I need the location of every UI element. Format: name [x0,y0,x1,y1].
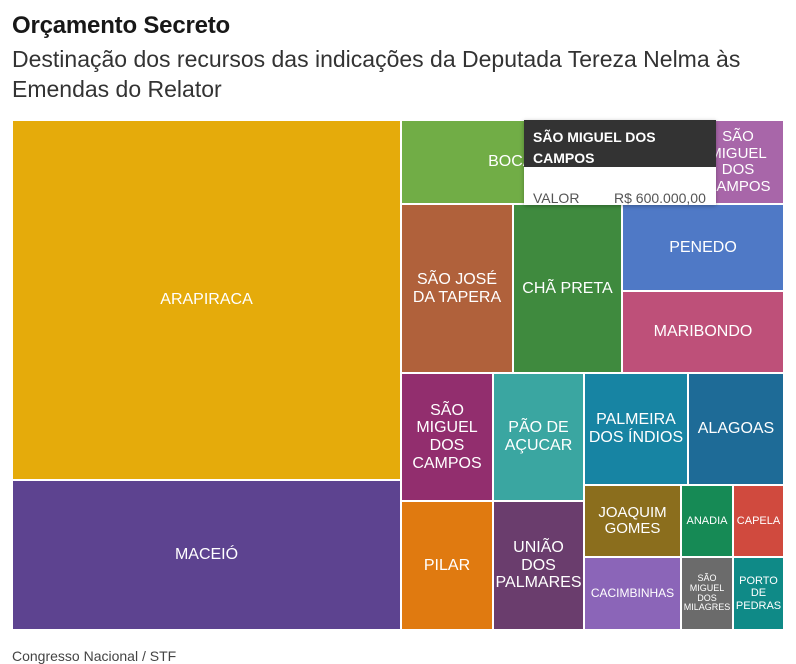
tile-label: CHÃ PRETA [522,279,613,297]
tile-capela[interactable]: CAPELA [733,485,784,557]
tile-sao-miguel-dos-campos[interactable]: SÃO MIGUEL DOS CAMPOS [401,373,493,501]
tile-label: SÃO MIGUEL DOS CAMPOS [412,401,482,472]
tile-label: SÃO MIGUEL DOS CAMPOS [705,128,771,195]
tooltip-field-value: R$ 600.000,00 [614,190,706,205]
tile-cha-preta[interactable]: CHÃ PRETA [513,204,622,373]
tile-label: ANADIA [686,514,728,527]
tile-label: PALMEIRA DOS ÍNDIOS [588,411,684,446]
tile-alagoas[interactable]: ALAGOAS [688,373,784,485]
tile-label: PÃO DE AÇUCAR [504,419,573,454]
tile-label: SÃO JOSÉ DA TAPERA [412,270,502,306]
tile-pao-de-acucar[interactable]: PÃO DE AÇUCAR [493,373,584,501]
tile-label: JOAQUIM GOMES [598,503,667,537]
tile-sao-jose-da-tapera[interactable]: SÃO JOSÉ DA TAPERA [401,204,513,373]
tile-label: ALAGOAS [697,420,775,438]
tile-pilar[interactable]: PILAR [401,501,493,630]
tooltip-title: SÃO MIGUEL DOS CAMPOS [524,120,716,167]
tile-label: MACEIÓ [174,546,239,564]
tile-label: CACIMBINHAS [590,585,675,600]
tooltip: SÃO MIGUEL DOS CAMPOS VALOR R$ 600.000,0… [524,120,716,205]
tile-palmeira-dos-indios[interactable]: PALMEIRA DOS ÍNDIOS [584,373,688,485]
tile-arapiraca[interactable]: ARAPIRACA [12,120,401,480]
tile-penedo[interactable]: PENEDO [622,204,784,291]
tooltip-field-label: VALOR [533,190,580,205]
tile-label: PORTO DE PEDRAS [735,575,782,612]
tile-uniao-dos-palmares[interactable]: UNIÃO DOS PALMARES [493,501,584,630]
tile-label: MARIBONDO [653,323,753,341]
tile-maceio[interactable]: MACEIÓ [12,480,401,630]
tile-label: CAPELA [736,514,781,527]
source-note: Congresso Nacional / STF [12,648,177,664]
tile-label: SÃO MIGUEL DOS MILAGRES [683,572,731,613]
tile-maribondo[interactable]: MARIBONDO [622,291,784,373]
chart-title: Orçamento Secreto [12,12,231,39]
tile-label: UNIÃO DOS PALMARES [495,539,582,592]
tile-anadia[interactable]: ANADIA [681,485,733,557]
tile-sao-miguel-dos-milagres[interactable]: SÃO MIGUEL DOS MILAGRES [681,557,733,630]
tile-joaquim-gomes[interactable]: JOAQUIM GOMES [584,485,681,557]
chart-subtitle: Destinação dos recursos das indicações d… [12,46,741,102]
tile-label: PILAR [423,556,471,574]
tile-label: PENEDO [669,238,737,256]
tile-cacimbinhas[interactable]: CACIMBINHAS [584,557,681,630]
tile-label: ARAPIRACA [160,291,253,309]
tile-porto-de-pedras[interactable]: PORTO DE PEDRAS [733,557,784,630]
